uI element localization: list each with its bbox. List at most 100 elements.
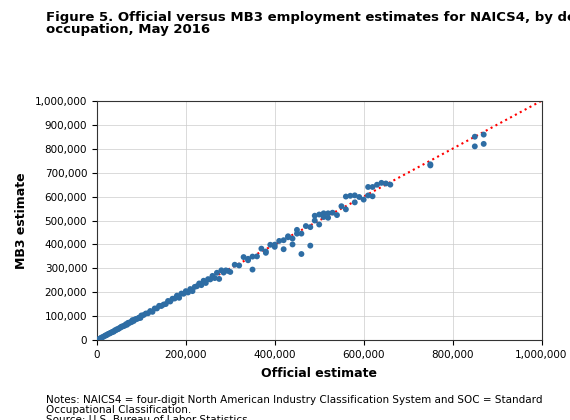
Point (261, 248, 270, 255)
Point (219, 269, 228, 276)
Point (319, 214, 328, 220)
Text: Figure 5. Official versus MB3 employment estimates for NAICS4, by detailed SOC: Figure 5. Official versus MB3 employment… (46, 10, 570, 24)
Point (139, 312, 148, 318)
Point (226, 269, 235, 276)
Point (319, 210, 328, 217)
Point (243, 255, 253, 262)
Point (186, 286, 195, 292)
Point (239, 254, 248, 260)
Point (243, 257, 253, 264)
Point (136, 315, 145, 321)
Text: Source: U.S. Bureau of Labor Statistics.: Source: U.S. Bureau of Labor Statistics. (46, 415, 251, 420)
Point (208, 273, 217, 279)
Point (248, 253, 257, 260)
Y-axis label: MB3 estimate: MB3 estimate (15, 172, 28, 269)
Point (470, 143, 479, 150)
Point (115, 325, 124, 332)
Point (118, 323, 127, 330)
Point (359, 196, 368, 203)
Point (104, 331, 113, 337)
Point (112, 327, 121, 333)
Point (386, 181, 395, 188)
Point (288, 235, 297, 242)
Point (297, 230, 306, 237)
Point (97, 334, 106, 341)
Point (337, 203, 346, 210)
Point (253, 253, 262, 260)
Point (350, 199, 359, 206)
Point (355, 194, 364, 200)
Point (157, 303, 166, 310)
Point (177, 290, 186, 297)
Point (341, 206, 351, 213)
Point (270, 241, 279, 248)
Point (146, 308, 155, 315)
Point (275, 238, 284, 244)
Point (141, 310, 150, 317)
Point (124, 320, 133, 326)
Point (235, 262, 244, 269)
Point (201, 280, 210, 286)
Point (426, 161, 435, 168)
Point (132, 315, 141, 322)
Point (113, 326, 123, 333)
Text: occupation, May 2016: occupation, May 2016 (46, 23, 210, 36)
Point (125, 320, 134, 326)
Point (203, 276, 213, 283)
Point (197, 282, 206, 289)
Point (190, 284, 200, 290)
Point (479, 131, 488, 138)
Point (164, 298, 173, 304)
Point (288, 241, 297, 248)
Point (426, 162, 435, 169)
Point (166, 298, 175, 305)
Point (135, 314, 144, 321)
Point (161, 301, 170, 307)
Point (93, 336, 103, 343)
Point (223, 268, 233, 274)
Point (215, 276, 224, 282)
Point (372, 181, 381, 188)
Point (137, 312, 146, 319)
Point (123, 321, 132, 328)
Point (108, 328, 117, 335)
Point (150, 305, 159, 312)
Point (130, 316, 139, 323)
Text: Occupational Classification.: Occupational Classification. (46, 405, 191, 415)
Point (154, 302, 164, 309)
Point (120, 322, 129, 329)
Point (100, 333, 109, 339)
Point (119, 323, 128, 329)
Point (364, 192, 373, 199)
Point (152, 305, 161, 312)
Point (128, 317, 137, 323)
Point (159, 301, 168, 308)
Point (184, 289, 193, 296)
Point (110, 327, 119, 334)
Point (174, 294, 184, 301)
Point (310, 213, 319, 219)
Point (101, 332, 111, 339)
Point (381, 180, 390, 187)
Point (129, 318, 139, 324)
Point (341, 193, 351, 200)
Point (328, 209, 337, 216)
Point (121, 321, 131, 328)
Point (283, 233, 292, 240)
Point (102, 332, 111, 339)
Point (172, 292, 181, 299)
Point (210, 275, 219, 281)
Point (350, 192, 359, 199)
Point (179, 290, 188, 297)
Point (181, 288, 190, 294)
Point (261, 249, 270, 256)
Point (105, 330, 114, 337)
Point (199, 277, 208, 284)
Point (107, 329, 116, 336)
Point (266, 241, 275, 248)
Point (193, 283, 202, 289)
Point (257, 245, 266, 252)
Point (346, 192, 355, 199)
Point (283, 234, 292, 241)
Point (125, 319, 135, 326)
